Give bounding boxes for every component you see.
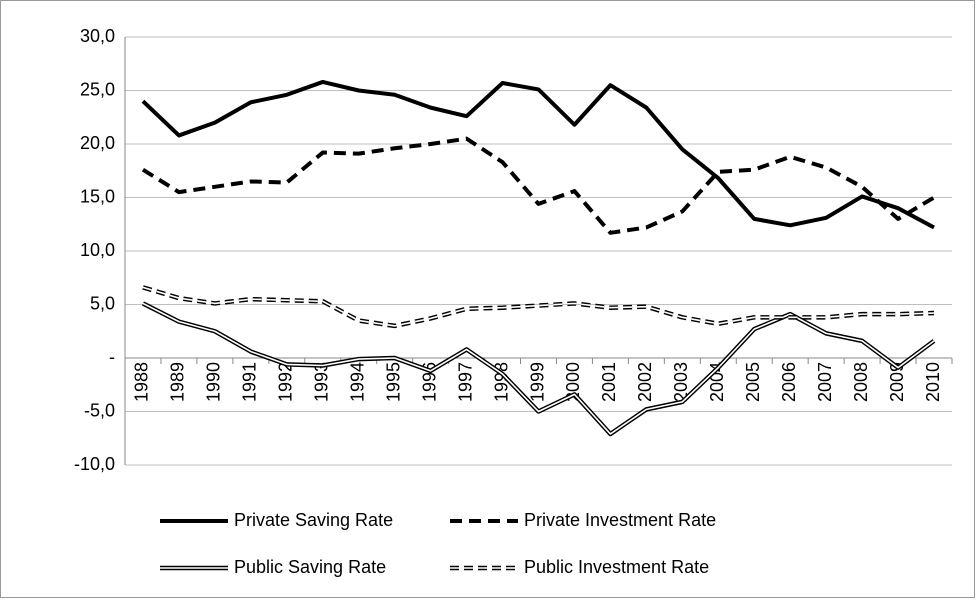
series-line-inner	[142, 302, 935, 435]
legend-label: Private Investment Rate	[524, 510, 716, 530]
x-tick-label: 2003	[671, 362, 691, 402]
x-tick-label: 1991	[240, 362, 260, 402]
legend-label: Private Saving Rate	[234, 510, 393, 530]
x-tick-label: 1990	[204, 362, 224, 402]
y-tick-label: 25,0	[80, 79, 115, 99]
y-tick-label: 20,0	[80, 133, 115, 153]
x-tick-label: 2010	[923, 362, 943, 402]
x-tick-label: 1994	[347, 362, 367, 402]
x-tick-label: 2000	[563, 362, 583, 402]
y-tick-label: -5,0	[84, 400, 115, 420]
x-tick-label: 2005	[743, 362, 763, 402]
x-tick-label: 1993	[312, 362, 332, 402]
x-tick-label: 2008	[851, 362, 871, 402]
x-tick-label: 2007	[815, 362, 835, 402]
series-line-inner	[142, 286, 935, 327]
x-tick-label: 2006	[779, 362, 799, 402]
y-tick-label: 15,0	[80, 186, 115, 206]
x-tick-label: 1996	[419, 362, 439, 402]
x-tick-label: 2009	[887, 362, 907, 402]
x-tick-label: 1999	[527, 362, 547, 402]
series-line	[141, 79, 935, 230]
y-tick-label: -	[109, 347, 115, 367]
x-tick-label: 2002	[635, 362, 655, 402]
y-tick-label: 5,0	[90, 293, 115, 313]
x-tick-label: 1988	[132, 362, 152, 402]
x-tick-label: 1995	[383, 362, 403, 402]
x-tick-label: 1997	[455, 362, 475, 402]
y-tick-label: -10,0	[74, 454, 115, 474]
y-tick-label: 30,0	[80, 26, 115, 46]
x-tick-label: 1989	[168, 362, 188, 402]
legend-label: Public Investment Rate	[524, 557, 709, 577]
y-tick-label: 10,0	[80, 240, 115, 260]
x-tick-label: 1992	[276, 362, 296, 402]
series-line	[141, 136, 936, 235]
x-tick-label: 2001	[599, 362, 619, 402]
legend-label: Public Saving Rate	[234, 557, 386, 577]
